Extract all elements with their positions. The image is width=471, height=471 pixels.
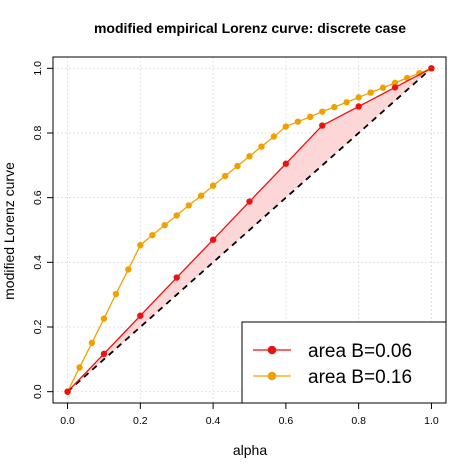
y-axis: 0.0 0.2 0.4 0.6 0.8 1.0 xyxy=(32,61,53,399)
x-axis: 0.0 0.2 0.4 0.6 0.8 1.0 xyxy=(60,403,439,427)
series-1-point-5 xyxy=(125,266,132,273)
y-tick-label-2: 0.4 xyxy=(32,255,44,270)
series-0-point-5 xyxy=(246,198,253,205)
legend-marker-0 xyxy=(267,345,277,355)
series-0-point-1 xyxy=(100,350,108,358)
series-1-point-25 xyxy=(367,89,374,96)
legend-box xyxy=(241,321,447,404)
reference-diagonal xyxy=(66,67,433,393)
series-1-point-6 xyxy=(137,241,144,249)
series-1-point-20 xyxy=(307,113,314,121)
series-0-point-3 xyxy=(173,274,180,281)
chart-title: modified empirical Lorenz curve: discret… xyxy=(94,20,406,36)
series-layer xyxy=(64,65,435,395)
series-0-point-7 xyxy=(319,122,326,129)
x-axis-label: alpha xyxy=(233,442,267,458)
series-1-point-22 xyxy=(331,103,338,111)
series-1-point-3 xyxy=(100,315,108,322)
series-1-point-15 xyxy=(246,153,253,160)
series-1-point-8 xyxy=(161,221,168,229)
y-tick-label-3: 0.6 xyxy=(32,190,44,205)
x-tick-label-0: 0.0 xyxy=(60,415,75,427)
series-1-point-16 xyxy=(258,143,265,150)
series-0-point-4 xyxy=(209,236,217,243)
series-0 xyxy=(64,65,435,395)
series-0-point-10 xyxy=(428,65,435,72)
series-1-point-7 xyxy=(149,231,156,239)
series-1-point-23 xyxy=(343,99,350,106)
series-1-point-13 xyxy=(221,172,229,180)
legend-marker-1 xyxy=(267,371,277,381)
series-1-point-27 xyxy=(391,79,399,87)
x-tick-label-1: 0.2 xyxy=(133,415,148,427)
legend-label-1: area B=0.16 xyxy=(308,367,412,388)
series-0-point-9 xyxy=(391,84,399,91)
x-tick-label-4: 0.8 xyxy=(351,415,366,427)
y-tick-label-0: 0.0 xyxy=(32,384,44,399)
series-1-point-18 xyxy=(282,123,290,130)
y-tick-label-4: 0.8 xyxy=(32,126,44,141)
legend: area B=0.06 area B=0.16 xyxy=(241,321,447,404)
y-axis-label: modified Lorenz curve xyxy=(1,162,17,300)
series-0-point-0 xyxy=(64,388,71,395)
series-1-point-2 xyxy=(88,339,96,347)
series-0-point-8 xyxy=(355,103,362,110)
legend-label-0: area B=0.06 xyxy=(308,341,412,362)
series-1-point-12 xyxy=(209,182,217,189)
series-1-point-26 xyxy=(379,84,387,91)
series-1-point-11 xyxy=(197,192,205,199)
series-1-point-19 xyxy=(294,118,302,125)
reference-diagonal-line xyxy=(66,67,433,393)
series-1-point-21 xyxy=(319,108,326,115)
series-1-point-24 xyxy=(355,94,362,101)
series-1-point-4 xyxy=(112,290,120,298)
x-tick-label-3: 0.6 xyxy=(279,415,294,427)
series-1-point-14 xyxy=(234,162,241,170)
series-1-point-10 xyxy=(185,202,192,209)
series-0-point-6 xyxy=(282,160,290,167)
series-1-point-1 xyxy=(76,364,83,371)
series-1-point-9 xyxy=(173,212,180,219)
series-1-point-17 xyxy=(270,133,278,140)
x-tick-label-2: 0.4 xyxy=(206,415,221,427)
series-0-point-2 xyxy=(137,312,144,319)
y-tick-label-1: 0.2 xyxy=(32,320,44,335)
y-tick-label-5: 1.0 xyxy=(32,61,44,76)
x-tick-label-5: 1.0 xyxy=(424,415,439,427)
